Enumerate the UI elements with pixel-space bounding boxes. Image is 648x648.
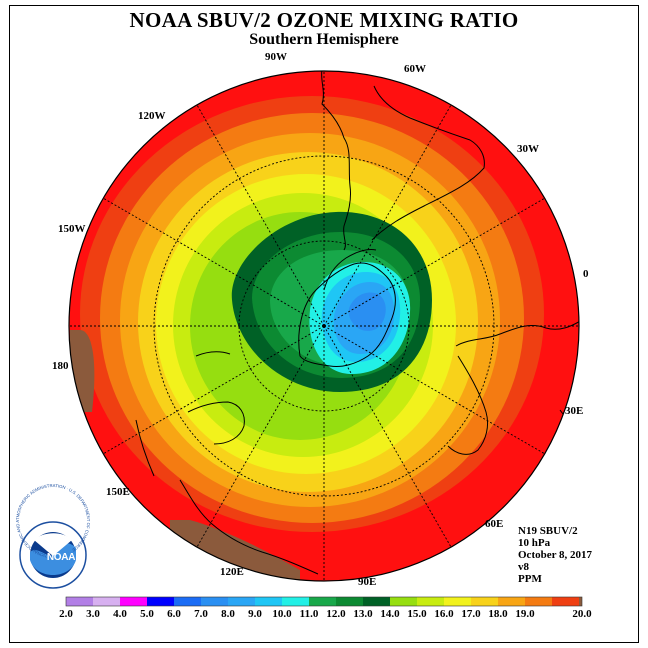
africa-coast-south [447, 355, 489, 455]
lon-label-90w: 90W [265, 51, 287, 63]
colorbar-tick-label: 17.0 [461, 608, 481, 620]
contour-6 [348, 292, 386, 331]
antarctic-peninsula [323, 249, 377, 291]
lon-label-30e: 30E [565, 405, 584, 417]
lon-label-150e: 150E [106, 486, 130, 498]
colorbar-swatch [363, 597, 390, 606]
colorbar-tick-label: 3.0 [86, 608, 100, 620]
meridian-120w [196, 104, 325, 327]
lon-label-150w: 150W [58, 223, 86, 235]
meridian-60e [323, 325, 452, 548]
meridian-60w [323, 104, 452, 327]
colorbar-tick-label: 18.0 [488, 608, 508, 620]
date-label: October 8, 2017 [518, 549, 593, 561]
colorbar-swatch [390, 597, 417, 606]
colorbar-tick-label: 10.0 [272, 608, 292, 620]
colorbar-tick-label: 2.0 [59, 608, 73, 620]
colorbar-swatch [552, 597, 579, 606]
new-zealand-coast [195, 351, 231, 357]
colorbar-swatch [228, 597, 255, 606]
figure-frame [9, 5, 639, 643]
colorbar-tick-label: 13.0 [353, 608, 373, 620]
colorbar-tick-label: 4.0 [113, 608, 127, 620]
lon-label-60w: 60W [404, 63, 426, 75]
colorbar-tick-label: 20.0 [572, 608, 592, 620]
lon-label-60e: 60E [485, 518, 504, 530]
colorbar-swatch [444, 597, 471, 606]
australia-south-coast [187, 401, 245, 445]
colorbar-tick-label: 5.0 [140, 608, 154, 620]
logo-text: NOAA [46, 552, 76, 563]
instrument-label: N19 SBUV/2 [518, 525, 578, 537]
colorbar-swatch [120, 597, 147, 606]
hemisphere-boundary [68, 70, 580, 582]
australia-west-coast [179, 479, 319, 575]
colorbar-tick-label: 15.0 [407, 608, 427, 620]
colorbar-tick-label: 7.0 [194, 608, 208, 620]
meridian-150w [102, 197, 325, 327]
antarctica-coast [298, 262, 396, 367]
logo-gull [34, 533, 72, 556]
version-label: v8 [518, 561, 529, 573]
colorbar-tick-label: 14.0 [380, 608, 400, 620]
colorbar-swatch [336, 597, 363, 606]
colorbar-swatch [174, 597, 201, 606]
lon-label-90e: 90E [358, 576, 377, 588]
noaa-logo: NATIONAL OCEANIC AND ATMOSPHERIC ADMINIS… [15, 483, 91, 589]
coastlines [135, 71, 579, 575]
africa-coast-north [455, 319, 579, 347]
ozone-field [69, 71, 579, 581]
lon-label-0: 0 [583, 268, 589, 280]
colorbar-swatch [417, 597, 444, 606]
colorbar-tick-label: 11.0 [299, 608, 319, 620]
map-subtitle: Southern Hemisphere [249, 31, 399, 48]
colorbar-swatch [147, 597, 174, 606]
meridian-30e [323, 325, 546, 455]
colorbar-swatch [201, 597, 228, 606]
colorbar-tick-label: 8.0 [221, 608, 235, 620]
metadata-block: N19 SBUV/2 10 hPa October 8, 2017 v8 PPM [518, 525, 592, 585]
colorbar-tick-label: 9.0 [248, 608, 262, 620]
colorbar-tick-label: 12.0 [326, 608, 346, 620]
colorbar-swatch [282, 597, 309, 606]
colorbar-tick-label: 19.0 [515, 608, 535, 620]
colorbar-swatch [471, 597, 498, 606]
colorbar-tick-label: 6.0 [167, 608, 181, 620]
colorbar-swatch [309, 597, 336, 606]
colorbar-swatch [66, 597, 93, 606]
colorbar-tick-label: 16.0 [434, 608, 454, 620]
lon-label-120w: 120W [138, 110, 166, 122]
colorbar-swatch [525, 597, 552, 606]
map-title: NOAA SBUV/2 OZONE MIXING RATIO [129, 8, 519, 32]
logo-wave [30, 543, 76, 575]
south-america-coast [321, 71, 351, 251]
lon-label-180: 180 [52, 360, 69, 372]
meridian-120e [196, 325, 325, 548]
pressure-level-label: 10 hPa [518, 537, 551, 549]
meridian-30w [323, 197, 546, 327]
lon-label-30w: 30W [517, 143, 539, 155]
units-label: PPM [518, 573, 542, 585]
south-america-east-coast [371, 85, 485, 241]
colorbar-outline [65, 596, 583, 607]
meridian-150e [102, 325, 325, 455]
colorbar [65, 596, 583, 607]
tasmania-region-coast [135, 419, 155, 477]
colorbar-swatch [255, 597, 282, 606]
lon-label-120e: 120E [220, 566, 244, 578]
colorbar-swatch [579, 597, 582, 606]
colorbar-swatch [93, 597, 120, 606]
colorbar-swatch [498, 597, 525, 606]
